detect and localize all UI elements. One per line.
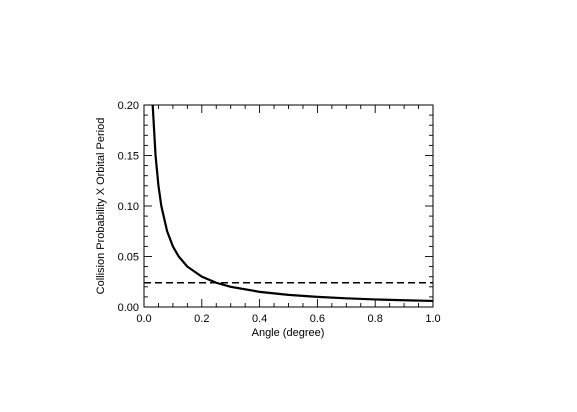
x-tick-label: 0.4 xyxy=(252,313,267,325)
y-tick-label: 0.20 xyxy=(118,100,139,112)
curves-layer xyxy=(144,104,434,303)
x-tick-label: 1.0 xyxy=(425,313,440,325)
y-tick-label: 0.05 xyxy=(118,252,139,264)
y-tick-label: 0.10 xyxy=(118,201,139,213)
x-axis-label: Angle (degree) xyxy=(252,327,325,339)
x-tick-label: 0.0 xyxy=(136,313,151,325)
x-tick-label: 0.8 xyxy=(368,313,383,325)
y-tick-label: 0.00 xyxy=(118,302,139,314)
y-tick-label: 0.15 xyxy=(118,151,139,163)
x-tick-label: 0.6 xyxy=(310,313,325,325)
x-tick-label: 0.2 xyxy=(194,313,209,325)
plot-frame xyxy=(143,104,434,308)
ticks-layer: 0.0 0.2 0.4 0.6 0.8 1.0 0.00 0.05 0.10 0.15 0.20 xyxy=(118,100,441,325)
y-axis-label: Collision Probability X Orbital Period xyxy=(95,118,107,295)
probability-curve xyxy=(151,104,434,303)
